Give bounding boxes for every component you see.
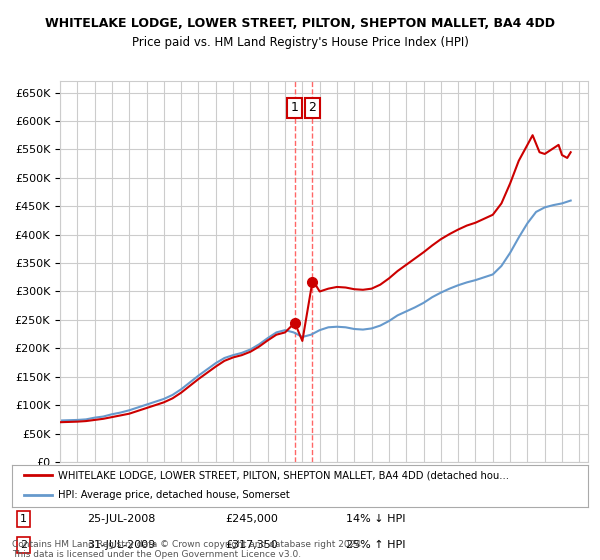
Text: 14% ↓ HPI: 14% ↓ HPI <box>346 514 406 524</box>
Text: WHITELAKE LODGE, LOWER STREET, PILTON, SHEPTON MALLET, BA4 4DD (detached hou...: WHITELAKE LODGE, LOWER STREET, PILTON, S… <box>58 470 509 480</box>
Text: 1: 1 <box>291 101 299 114</box>
Text: 1: 1 <box>20 514 27 524</box>
Text: 2: 2 <box>20 540 27 550</box>
Text: Price paid vs. HM Land Registry's House Price Index (HPI): Price paid vs. HM Land Registry's House … <box>131 36 469 49</box>
Text: WHITELAKE LODGE, LOWER STREET, PILTON, SHEPTON MALLET, BA4 4DD: WHITELAKE LODGE, LOWER STREET, PILTON, S… <box>45 17 555 30</box>
Text: Contains HM Land Registry data © Crown copyright and database right 2024.
This d: Contains HM Land Registry data © Crown c… <box>12 540 364 559</box>
Text: 25% ↑ HPI: 25% ↑ HPI <box>346 540 406 550</box>
Text: HPI: Average price, detached house, Somerset: HPI: Average price, detached house, Some… <box>58 490 290 500</box>
Text: 31-JUL-2009: 31-JUL-2009 <box>87 540 155 550</box>
Text: £245,000: £245,000 <box>225 514 278 524</box>
Text: 25-JUL-2008: 25-JUL-2008 <box>87 514 155 524</box>
Text: 2: 2 <box>308 101 316 114</box>
Text: £317,350: £317,350 <box>225 540 278 550</box>
